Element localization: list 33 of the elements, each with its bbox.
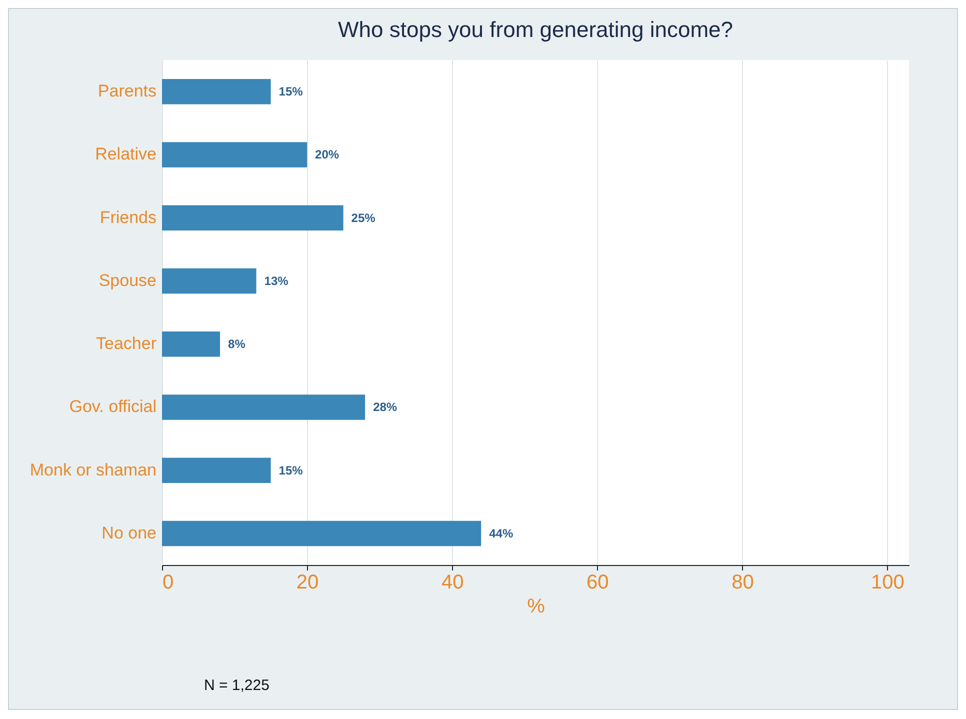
bar	[162, 331, 220, 357]
chart-title: Who stops you from generating income?	[338, 17, 733, 42]
data-label: 13%	[264, 274, 289, 288]
data-label: 15%	[278, 463, 304, 478]
x-tick-label: 20	[296, 572, 319, 594]
x-tick-label: 40	[441, 572, 464, 594]
bar	[162, 205, 344, 230]
y-tick-label: Monk or shaman	[30, 460, 156, 480]
y-tick-label: Parents	[98, 82, 156, 101]
y-tick-label: Relative	[95, 144, 156, 164]
y-tick-label: Teacher	[96, 334, 157, 354]
y-tick-label: Gov. official	[69, 397, 156, 416]
y-tick-label: No one	[102, 523, 156, 542]
bar	[162, 78, 271, 104]
x-tick-label: 100	[871, 572, 904, 594]
bar	[162, 394, 366, 420]
y-tick-label: Spouse	[98, 270, 156, 290]
bar	[162, 268, 256, 294]
bar	[162, 142, 308, 168]
data-label: 25%	[351, 210, 376, 225]
x-tick-label: 60	[586, 572, 609, 594]
data-label: 20%	[315, 148, 340, 162]
data-label: 8%	[228, 337, 246, 352]
x-tick-label: 0	[162, 572, 174, 594]
text: N = 1,225	[204, 677, 270, 694]
bar	[162, 458, 271, 483]
data-label: 28%	[373, 400, 398, 414]
bar	[162, 520, 482, 546]
y-tick-label: Friends	[100, 208, 156, 227]
data-label: 44%	[489, 526, 514, 540]
x-axis-title: %	[527, 596, 546, 618]
data-label: 15%	[278, 84, 304, 99]
x-tick-label: 80	[732, 572, 754, 594]
